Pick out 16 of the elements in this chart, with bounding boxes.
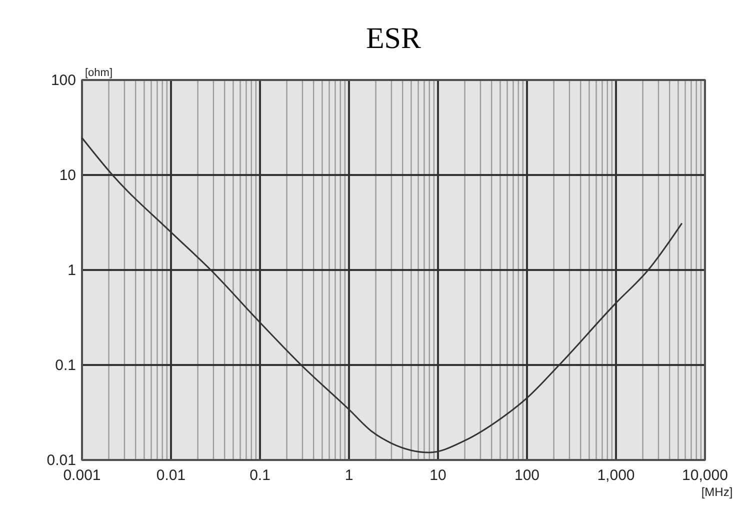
x-tick-label: 10: [430, 467, 446, 484]
y-tick-label: 0.01: [46, 452, 76, 469]
y-tick-label: 0.1: [55, 357, 76, 374]
y-tick-label: 10: [59, 167, 76, 184]
x-tick-label: 100: [514, 467, 540, 484]
x-tick-label: 1: [344, 467, 354, 484]
chart-title: ESR: [366, 22, 422, 55]
y-tick-label: 100: [50, 72, 76, 89]
y-tick-label: 1: [68, 262, 76, 279]
x-tick-label: 10,000: [682, 467, 728, 484]
x-axis-title: [MHz]: [701, 485, 733, 499]
x-tick-label: 0.001: [63, 467, 101, 484]
x-tick-label: 0.1: [250, 467, 270, 484]
x-tick-label: 0.01: [156, 467, 186, 484]
x-tick-label: 1,000: [597, 467, 635, 484]
y-axis-title: [ohm]: [85, 67, 113, 79]
